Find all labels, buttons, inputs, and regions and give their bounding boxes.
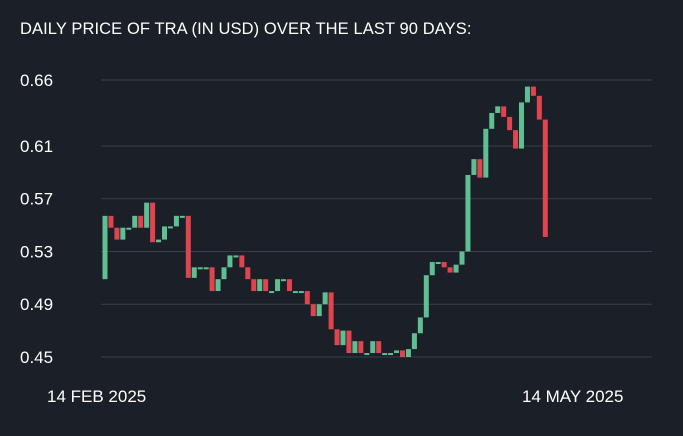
candle-up <box>340 330 346 346</box>
candle-up <box>471 159 477 175</box>
candle-up <box>417 317 423 334</box>
candle-down <box>150 202 156 243</box>
candle-up <box>423 275 429 318</box>
candle-up <box>227 255 233 268</box>
candle-up <box>281 279 286 282</box>
candles <box>102 86 548 357</box>
candle-up <box>221 267 227 280</box>
candle-up <box>132 215 138 228</box>
y-tick-label: 0.66 <box>20 71 53 90</box>
candle-up <box>167 226 173 229</box>
candle-up <box>144 202 150 228</box>
candle-up <box>269 291 275 294</box>
candle-up <box>352 341 358 354</box>
x-axis-tick-labels: 14 FEB 2025 14 MAY 2025 <box>47 387 623 406</box>
candle-down <box>501 106 507 117</box>
candle-up <box>275 279 281 292</box>
candle-down <box>108 215 114 228</box>
candle-up <box>465 174 471 252</box>
y-tick-label: 0.49 <box>20 295 53 314</box>
candle-up <box>215 279 221 292</box>
candle-up <box>489 112 495 129</box>
candle-up <box>364 353 370 356</box>
candle-up <box>411 333 417 350</box>
candle-down <box>328 292 334 330</box>
candle-up <box>203 267 209 270</box>
candle-up <box>382 353 388 356</box>
candle-up <box>495 106 501 113</box>
candle-down <box>310 304 316 317</box>
candle-up <box>126 227 132 230</box>
candle-down <box>263 279 269 292</box>
candle-up <box>298 291 304 294</box>
candle-up <box>162 226 167 240</box>
candle-up <box>156 239 162 243</box>
candle-down <box>376 341 382 354</box>
candle-up <box>179 215 185 218</box>
grid-lines <box>101 79 652 358</box>
candle-up <box>370 341 376 354</box>
candle-up <box>257 279 263 292</box>
candle-up <box>429 262 435 276</box>
x-tick-label: 14 FEB 2025 <box>47 387 146 406</box>
candle-down <box>400 350 405 357</box>
candle-up <box>120 227 126 240</box>
candle-down <box>530 86 536 96</box>
y-tick-label: 0.57 <box>20 190 53 209</box>
candle-up <box>453 264 459 273</box>
candle-up <box>292 291 298 294</box>
candle-down <box>542 119 548 237</box>
candle-down <box>507 116 513 131</box>
candle-down <box>304 291 310 305</box>
candle-down <box>251 279 257 292</box>
candle-up <box>405 349 411 357</box>
candle-down <box>138 215 144 228</box>
candle-up <box>459 251 465 265</box>
y-tick-label: 0.61 <box>20 137 53 156</box>
candle-down <box>447 267 453 273</box>
candle-down <box>358 341 364 354</box>
candle-up <box>394 350 400 354</box>
chart-title: DAILY PRICE OF TRA (IN USD) OVER THE LAS… <box>20 20 472 38</box>
candle-down <box>114 227 120 240</box>
candle-up <box>388 353 394 356</box>
candle-down <box>477 159 483 178</box>
candle-down <box>239 255 245 268</box>
candle-up <box>519 102 524 149</box>
candle-down <box>185 215 191 278</box>
candle-up <box>322 292 328 305</box>
candle-down <box>245 267 251 280</box>
candle-down <box>209 267 215 292</box>
candle-up <box>173 215 179 227</box>
candle-up <box>191 267 197 278</box>
candle-up <box>233 255 239 258</box>
y-axis-tick-labels: 0.45 0.49 0.53 0.57 0.61 0.66 <box>20 71 53 367</box>
candle-up <box>197 267 203 270</box>
candle-up <box>483 128 489 178</box>
candle-up <box>316 304 322 317</box>
candle-down <box>346 330 352 354</box>
candle-down <box>286 279 292 292</box>
candle-down <box>513 130 519 149</box>
y-tick-label: 0.45 <box>20 348 53 367</box>
y-tick-label: 0.53 <box>20 242 53 261</box>
candle-up <box>435 262 441 265</box>
candle-up <box>524 86 530 103</box>
candle-down <box>536 95 542 120</box>
candle-down <box>441 262 447 268</box>
candle-up <box>102 215 108 280</box>
x-tick-label: 14 MAY 2025 <box>522 387 623 406</box>
candle-down <box>334 329 340 346</box>
